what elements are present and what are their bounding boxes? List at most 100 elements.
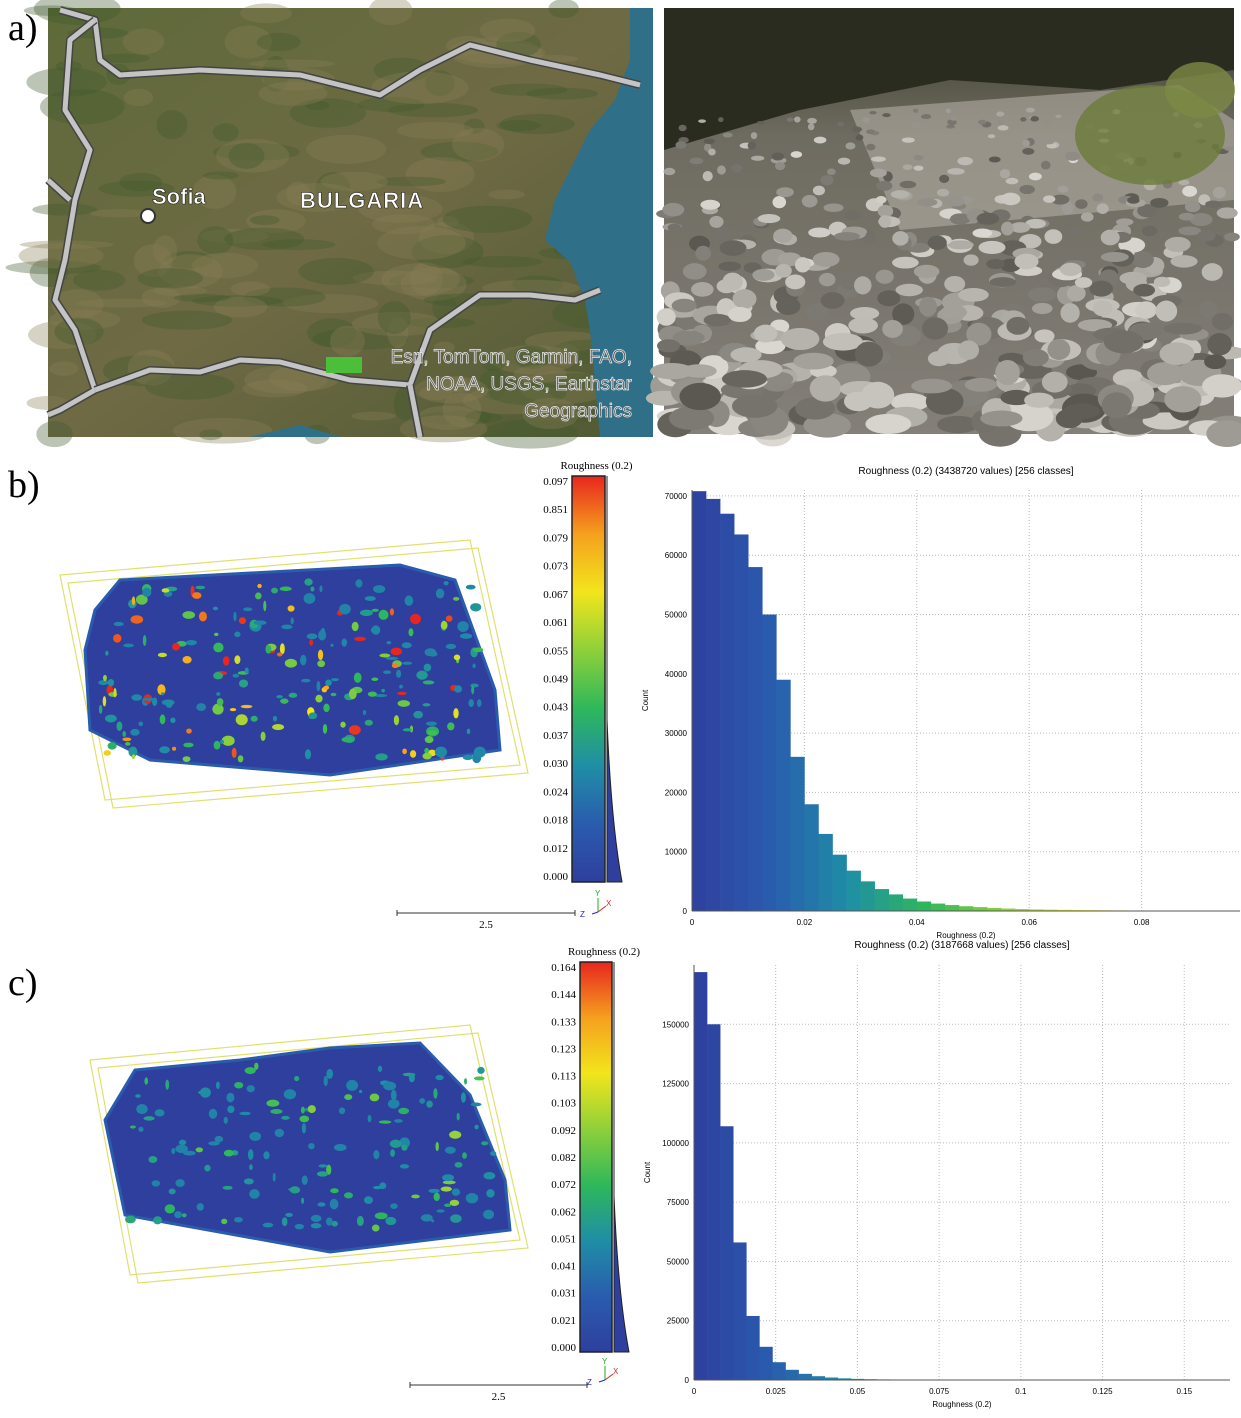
rock (913, 109, 918, 113)
cloud-blob (254, 1063, 258, 1070)
cloud-blob (454, 685, 462, 692)
rock (776, 187, 794, 197)
rock (758, 214, 781, 223)
cloud-blob (244, 1178, 254, 1184)
rock (902, 137, 915, 142)
cloud-blob (426, 721, 437, 725)
cloud-blob (239, 679, 248, 687)
cloud-blob (223, 1186, 233, 1190)
rock (1057, 186, 1068, 193)
cloud-blob (317, 681, 321, 691)
x-tick-label: 0.15 (1176, 1387, 1192, 1396)
cloud-blob (359, 1090, 362, 1093)
rock (1170, 255, 1197, 267)
histogram-bar (720, 514, 734, 911)
rock (946, 125, 955, 129)
cloud-blob (413, 711, 423, 719)
cloud-blob (363, 710, 366, 715)
rock (1030, 116, 1039, 121)
rock (668, 223, 682, 231)
colorbar-title: Roughness (0.2) (568, 946, 640, 958)
colorbar-label: 0.030 (543, 758, 568, 770)
rock (978, 120, 986, 125)
y-tick-label: 40000 (665, 670, 688, 679)
rock (854, 276, 871, 294)
cloud-blob (402, 748, 407, 754)
cloud-blob (113, 688, 116, 697)
cloud-blob (467, 728, 471, 734)
cloud-blob (453, 708, 458, 718)
histogram-bar (875, 889, 889, 911)
rock (871, 156, 886, 161)
cloud-blob (232, 748, 237, 758)
cloud-blob (234, 1217, 243, 1222)
y-tick-label: 100000 (662, 1139, 689, 1148)
colorbar-label: 0.072 (551, 1179, 576, 1191)
rock (814, 137, 827, 144)
terrain (32, 204, 97, 216)
colorbar-label: 0.000 (543, 871, 568, 883)
rock (1165, 237, 1191, 252)
rock (813, 252, 840, 267)
cloud-blob (285, 659, 297, 668)
rock (802, 195, 818, 208)
y-tick-label: 30000 (665, 729, 688, 738)
cloud-blob (295, 1224, 304, 1230)
rock (1055, 114, 1061, 118)
rock (852, 127, 862, 133)
terrain (173, 418, 273, 444)
cloud-blob (233, 674, 240, 678)
colorbar-label: 0.079 (543, 532, 568, 544)
x-tick-label: 0.02 (797, 918, 813, 927)
cloud-blob (217, 698, 224, 706)
rock (1205, 201, 1221, 208)
rock (824, 203, 844, 212)
histogram-bar (707, 1024, 720, 1380)
cloud-blob (409, 1073, 415, 1082)
cloud-blob (396, 670, 401, 678)
cloud-blob (385, 1217, 396, 1225)
cloud-blob (192, 592, 201, 599)
rock (723, 133, 733, 138)
cloud-blob (179, 1140, 186, 1145)
y-axis-label: Count (641, 689, 650, 711)
cloud-blob (221, 1219, 227, 1225)
rock (869, 111, 876, 114)
cloud-blob (455, 1162, 463, 1168)
cloud-blob (355, 579, 362, 587)
cloud-blob (214, 633, 218, 636)
cloud-blob (383, 670, 391, 674)
cloud-blob (243, 607, 252, 611)
rock (1093, 300, 1113, 316)
y-tick-label: 50000 (665, 611, 688, 620)
rock (947, 168, 964, 175)
cloud-blob (245, 667, 249, 673)
rock (1097, 203, 1109, 214)
rock (958, 288, 989, 302)
rock (1155, 301, 1177, 322)
cloud-blob (446, 644, 456, 649)
legend-swatch (326, 357, 362, 373)
cloud-blob (434, 1193, 440, 1202)
rock (837, 122, 844, 127)
chart-title: Roughness (0.2) (3187668 values) [256 cl… (854, 940, 1069, 951)
cloud-blob (282, 1217, 288, 1226)
rock (679, 383, 720, 410)
rock (773, 229, 792, 243)
histogram-bar (692, 491, 706, 911)
cloud-blob (334, 1144, 347, 1151)
cloud-blob (398, 700, 410, 707)
cloud-blob (446, 615, 453, 621)
cloud-blob (416, 670, 427, 679)
cloud-blob (234, 631, 240, 637)
rock (1182, 186, 1197, 197)
terrain (490, 83, 568, 95)
rock (657, 308, 676, 326)
rock (948, 240, 974, 249)
cloud-blob (471, 685, 474, 694)
rock (1006, 317, 1029, 335)
cloud-blob (138, 721, 143, 726)
x-tick-label: 0.04 (909, 918, 925, 927)
cloud-blob (239, 1112, 250, 1115)
